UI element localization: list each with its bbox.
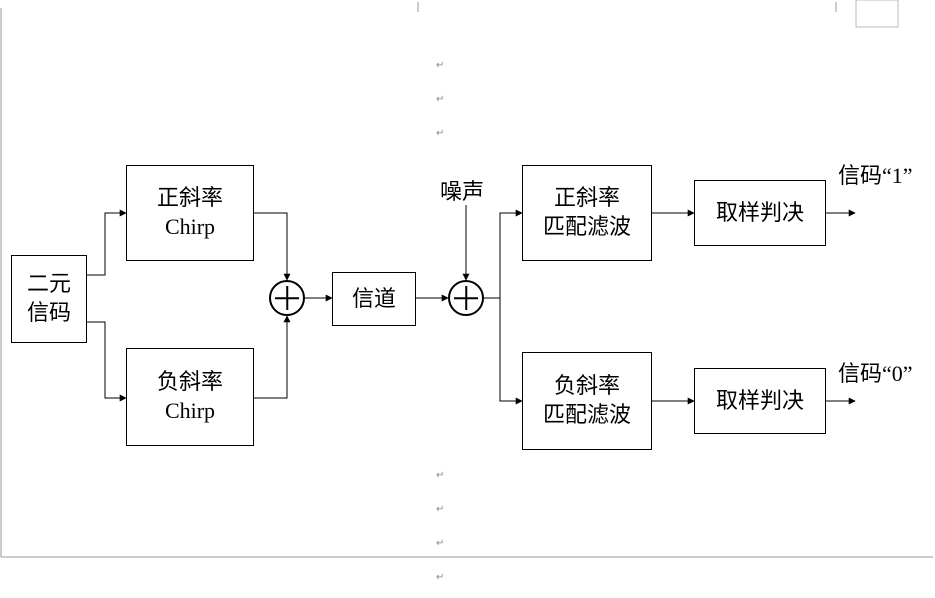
node-dec_bot-line: 取样判决 — [716, 387, 804, 416]
node-pos_mf-line: 匹配滤波 — [543, 213, 631, 242]
node-neg_chirp-line: 负斜率 — [157, 368, 223, 397]
edge-sum2-split-up — [484, 213, 522, 298]
paragraph-mark: ↵ — [436, 60, 444, 71]
node-pos_chirp-line: Chirp — [165, 213, 215, 242]
node-pos_chirp: 正斜率Chirp — [126, 165, 254, 261]
label-noise: 噪声 — [440, 174, 484, 206]
corner-rect — [856, 0, 898, 27]
edge-src-split-up — [87, 213, 126, 275]
node-source-line: 二元 — [27, 270, 71, 299]
node-neg_chirp-line: Chirp — [165, 397, 215, 426]
edge-src-split-down — [87, 322, 126, 398]
node-pos_mf: 正斜率匹配滤波 — [522, 165, 652, 261]
node-neg_chirp: 负斜率Chirp — [126, 348, 254, 446]
node-neg_mf-line: 匹配滤波 — [543, 401, 631, 430]
edge-negchirp-sum1 — [254, 316, 287, 398]
node-dec_bot: 取样判决 — [694, 368, 826, 434]
edge-sum2-split-down — [484, 298, 522, 401]
node-pos_mf-line: 正斜率 — [554, 184, 620, 213]
paragraph-mark: ↵ — [436, 504, 444, 515]
edge-poschirp-sum1 — [254, 213, 287, 280]
summer-sum2 — [448, 280, 484, 316]
summer-sum1 — [269, 280, 305, 316]
label-out1: 信码“1” — [838, 158, 913, 190]
node-neg_mf: 负斜率匹配滤波 — [522, 352, 652, 450]
node-pos_chirp-line: 正斜率 — [157, 184, 223, 213]
node-source: 二元信码 — [11, 255, 87, 343]
paragraph-mark: ↵ — [436, 470, 444, 481]
node-channel: 信道 — [332, 272, 416, 326]
label-out0: 信码“0” — [838, 356, 913, 388]
node-source-line: 信码 — [27, 299, 71, 328]
node-channel-line: 信道 — [352, 285, 396, 314]
diagram-canvas: 二元信码正斜率Chirp负斜率Chirp信道正斜率匹配滤波负斜率匹配滤波取样判决… — [0, 0, 935, 598]
node-dec_top: 取样判决 — [694, 180, 826, 246]
paragraph-mark: ↵ — [436, 572, 444, 583]
node-neg_mf-line: 负斜率 — [554, 372, 620, 401]
paragraph-mark: ↵ — [436, 94, 444, 105]
node-dec_top-line: 取样判决 — [716, 199, 804, 228]
paragraph-mark: ↵ — [436, 128, 444, 139]
paragraph-mark: ↵ — [436, 538, 444, 549]
